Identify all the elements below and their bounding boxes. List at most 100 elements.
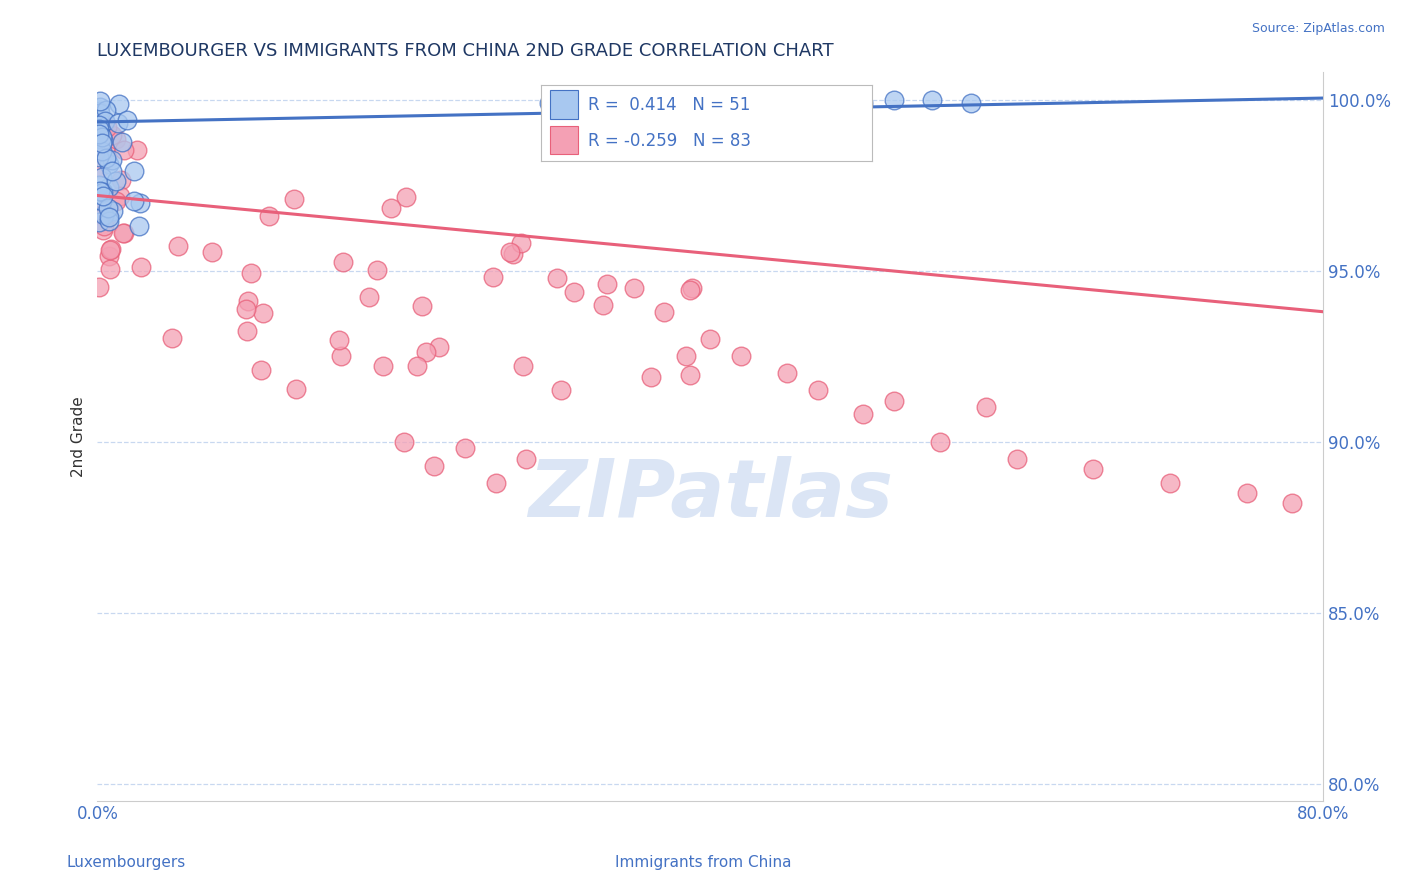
Point (883, 93, 905, 107)
Point (89, 121, 111, 136)
Point (96, 103, 118, 117)
Point (499, 245, 522, 260)
Point (929, 434, 952, 449)
Point (129, 195, 152, 210)
Point (90, 170, 112, 185)
Point (569, 96, 592, 111)
Point (166, 239, 188, 253)
Point (87, 121, 110, 136)
Point (699, 332, 721, 346)
Point (94, 114, 117, 128)
Point (502, 247, 524, 261)
Point (87, 161, 110, 175)
Point (411, 299, 433, 313)
Point (127, 144, 149, 158)
Text: ZIPatlas: ZIPatlas (527, 456, 893, 533)
Point (89, 128, 111, 143)
Point (806, 384, 828, 398)
Point (595, 277, 617, 291)
Point (90, 194, 112, 209)
Point (681, 281, 703, 295)
Point (110, 188, 132, 202)
Point (91, 133, 114, 147)
Point (97, 208, 120, 222)
Point (112, 226, 135, 240)
Point (427, 340, 450, 354)
Point (330, 349, 353, 363)
Point (87, 127, 110, 141)
Point (89, 100, 111, 114)
Point (129, 260, 152, 275)
Point (675, 349, 697, 363)
Point (959, 96, 981, 111)
Point (623, 93, 645, 107)
Point (97, 179, 120, 194)
Bar (550, 90, 578, 119)
Point (100, 243, 122, 257)
Point (285, 382, 308, 396)
Y-axis label: 2nd Grade: 2nd Grade (72, 396, 86, 477)
Point (380, 202, 402, 216)
Point (111, 136, 134, 150)
Point (259, 209, 281, 223)
Point (250, 363, 273, 377)
Point (98, 262, 121, 277)
Point (160, 331, 183, 345)
Point (1281, 496, 1303, 510)
Point (252, 306, 274, 320)
Point (332, 255, 354, 269)
Point (679, 368, 702, 382)
Text: Luxembourgers: Luxembourgers (67, 855, 186, 870)
Point (104, 194, 127, 208)
Point (93, 219, 115, 233)
Point (89, 95, 111, 109)
Point (105, 132, 128, 146)
Point (546, 270, 568, 285)
Point (108, 96, 131, 111)
Point (599, 96, 621, 111)
Point (87, 141, 110, 155)
Text: LUXEMBOURGER VS IMMIGRANTS FROM CHINA 2ND GRADE CORRELATION CHART: LUXEMBOURGER VS IMMIGRANTS FROM CHINA 2N… (97, 42, 834, 60)
Point (87, 186, 110, 201)
Point (371, 359, 394, 373)
Point (852, 96, 875, 111)
Point (91, 185, 114, 199)
Point (538, 96, 561, 111)
Point (90, 144, 112, 158)
Point (101, 153, 124, 168)
Point (91, 189, 114, 203)
Point (122, 194, 145, 208)
Point (510, 236, 533, 251)
Point (235, 324, 257, 338)
Point (852, 407, 875, 421)
Point (89, 134, 111, 148)
Point (883, 393, 905, 408)
Point (235, 302, 257, 317)
Point (97, 202, 120, 216)
Point (97, 210, 120, 224)
Point (974, 401, 997, 415)
Point (89, 104, 111, 119)
Point (107, 116, 129, 130)
Point (776, 366, 799, 380)
Point (117, 112, 139, 127)
Point (93, 121, 115, 136)
Point (112, 143, 135, 157)
Point (640, 370, 662, 384)
Point (87, 279, 110, 293)
Point (103, 203, 125, 218)
Point (283, 193, 305, 207)
Point (201, 244, 224, 259)
Point (405, 359, 427, 373)
Point (921, 93, 943, 107)
Text: Immigrants from China: Immigrants from China (614, 855, 792, 870)
Text: R =  0.414   N = 51: R = 0.414 N = 51 (588, 96, 749, 114)
Point (97, 213, 120, 227)
Point (89, 184, 111, 198)
Point (97, 156, 120, 170)
Point (93, 210, 115, 224)
Point (87, 150, 110, 164)
Point (91, 192, 114, 206)
Point (328, 334, 350, 348)
Point (93, 208, 115, 222)
